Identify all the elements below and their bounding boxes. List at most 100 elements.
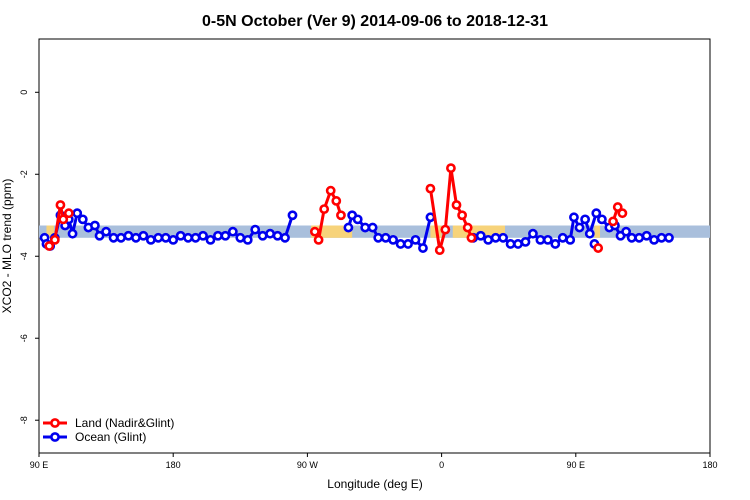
series-0-point-1-3 xyxy=(325,185,336,196)
series-1-point-0-11 xyxy=(90,220,100,231)
y-axis-label: XCO2 - MLO trend (ppm) xyxy=(0,179,14,314)
legend-label-0: Land (Nadir&Glint) xyxy=(75,416,174,430)
series-1-point-0-22 xyxy=(168,234,179,245)
series-1-point-1-6 xyxy=(380,232,391,243)
series-1-point-0-15 xyxy=(116,232,126,243)
series-1-point-0-30 xyxy=(227,226,238,237)
series-1-point-1-2 xyxy=(352,214,363,225)
band-land-4 xyxy=(594,225,601,238)
series-1-point-1-3 xyxy=(360,222,371,233)
series-1-point-0-28 xyxy=(213,230,223,241)
series-1-point-2-8 xyxy=(528,228,538,239)
series-1-point-2-17 xyxy=(584,228,595,239)
series-1-point-0-24 xyxy=(183,232,194,243)
legend-marker-0 xyxy=(50,418,60,428)
y-tick-label-2: -4 xyxy=(19,252,29,260)
series-1-point-2-10 xyxy=(542,234,553,245)
series-1-point-1-7 xyxy=(388,234,399,245)
legend: Land (Nadir&Glint)Ocean (Glint) xyxy=(43,416,174,444)
series-0-point-4-2 xyxy=(617,208,628,219)
x-tick-label-1: 180 xyxy=(166,460,181,470)
series-1-point-1-10 xyxy=(410,234,421,245)
series-1-point-2-2 xyxy=(483,234,494,245)
series-0-point-3-0 xyxy=(593,243,604,253)
series-1-point-1-5 xyxy=(373,232,384,243)
series-0-point-2-4 xyxy=(451,200,462,210)
series-1-point-1-4 xyxy=(367,222,378,233)
series-1-point-2-4 xyxy=(498,232,509,243)
series-1-point-0-20 xyxy=(153,232,164,243)
series-1-point-2-1 xyxy=(475,230,486,241)
series-1-point-2-15 xyxy=(574,222,585,233)
series-1-point-2-7 xyxy=(520,237,531,247)
series-0-point-1-1 xyxy=(313,234,324,245)
series-0-point-2-1 xyxy=(434,245,445,255)
series-1-point-0-21 xyxy=(160,232,171,243)
series-1-point-0-26 xyxy=(198,230,208,241)
series-0-point-1-4 xyxy=(331,196,342,206)
series-1-point-0-13 xyxy=(101,226,111,237)
series-0-point-2-7 xyxy=(466,232,477,243)
series-1-point-2-12 xyxy=(557,232,568,243)
series-0-point-2-5 xyxy=(457,210,468,221)
series-0-point-2-6 xyxy=(462,222,473,233)
series-1-point-1-11 xyxy=(418,243,428,253)
series-0-point-0-3 xyxy=(58,214,69,225)
series-1-point-0-16 xyxy=(123,230,134,241)
series-0-point-0-0 xyxy=(44,241,55,251)
series-1-point-0-34 xyxy=(257,230,268,241)
y-tick-label-3: -6 xyxy=(19,334,29,342)
series-0-point-2-3 xyxy=(446,163,456,174)
series-1-point-1-9 xyxy=(403,239,413,249)
series-1-point-0-12 xyxy=(94,230,105,241)
series-1-point-0-18 xyxy=(138,230,149,241)
series-0-point-2-0 xyxy=(425,183,436,194)
series-1-point-2-23 xyxy=(621,226,632,237)
chart-title: 0-5N October (Ver 9) 2014-09-06 to 2018-… xyxy=(202,13,548,30)
series-0-point-4-0 xyxy=(608,216,618,227)
series-1-point-2-13 xyxy=(565,234,576,245)
series-1-point-2-9 xyxy=(535,234,546,245)
series-1-point-2-28 xyxy=(656,232,667,243)
x-tick-label-0: 90 E xyxy=(30,460,49,470)
series-1-point-0-27 xyxy=(205,234,216,245)
series-0-line-2 xyxy=(428,167,473,251)
series-1-point-0-25 xyxy=(190,232,201,243)
legend-label-1: Ocean (Glint) xyxy=(75,430,146,444)
series-0-point-1-5 xyxy=(336,210,346,221)
series-0-point-2-2 xyxy=(440,224,451,235)
series-1-point-0-7 xyxy=(67,228,78,239)
series-1-point-0-17 xyxy=(131,232,141,243)
series-1-point-0-29 xyxy=(220,230,231,241)
series-1-point-2-25 xyxy=(634,232,645,243)
series-1-point-1-0 xyxy=(343,222,354,233)
series-1-point-2-26 xyxy=(641,230,652,241)
series-1-point-0-38 xyxy=(287,210,298,221)
series-1-point-0-33 xyxy=(250,224,261,235)
series-1-point-0-32 xyxy=(242,234,253,245)
series-1-point-0-36 xyxy=(272,230,283,241)
series-0-point-1-2 xyxy=(319,204,330,215)
series-1-point-0-9 xyxy=(77,214,88,225)
series-1-point-1-8 xyxy=(395,239,406,249)
series-1-point-2-6 xyxy=(513,239,523,249)
series-1-point-2-5 xyxy=(505,239,516,249)
series-1-point-2-24 xyxy=(626,232,637,243)
legend-marker-1 xyxy=(50,432,60,442)
series-1-point-0-37 xyxy=(280,232,290,243)
series-0 xyxy=(44,163,628,255)
series-0-point-0-1 xyxy=(49,234,60,245)
series-1-point-2-14 xyxy=(569,212,579,223)
series-0-point-1-0 xyxy=(309,226,320,237)
series-1-point-0-23 xyxy=(175,230,186,241)
series-0-point-4-1 xyxy=(612,202,623,212)
x-tick-label-4: 90 E xyxy=(567,460,586,470)
x-axis-label: Longitude (deg E) xyxy=(327,477,422,491)
series-1-point-2-11 xyxy=(550,239,561,249)
band-land-0 xyxy=(46,225,54,238)
x-tick-label-2: 90 W xyxy=(297,460,319,470)
x-tick-label-3: 0 xyxy=(439,460,444,470)
series-0-point-0-2 xyxy=(55,200,66,210)
series-1-point-0-14 xyxy=(108,232,119,243)
